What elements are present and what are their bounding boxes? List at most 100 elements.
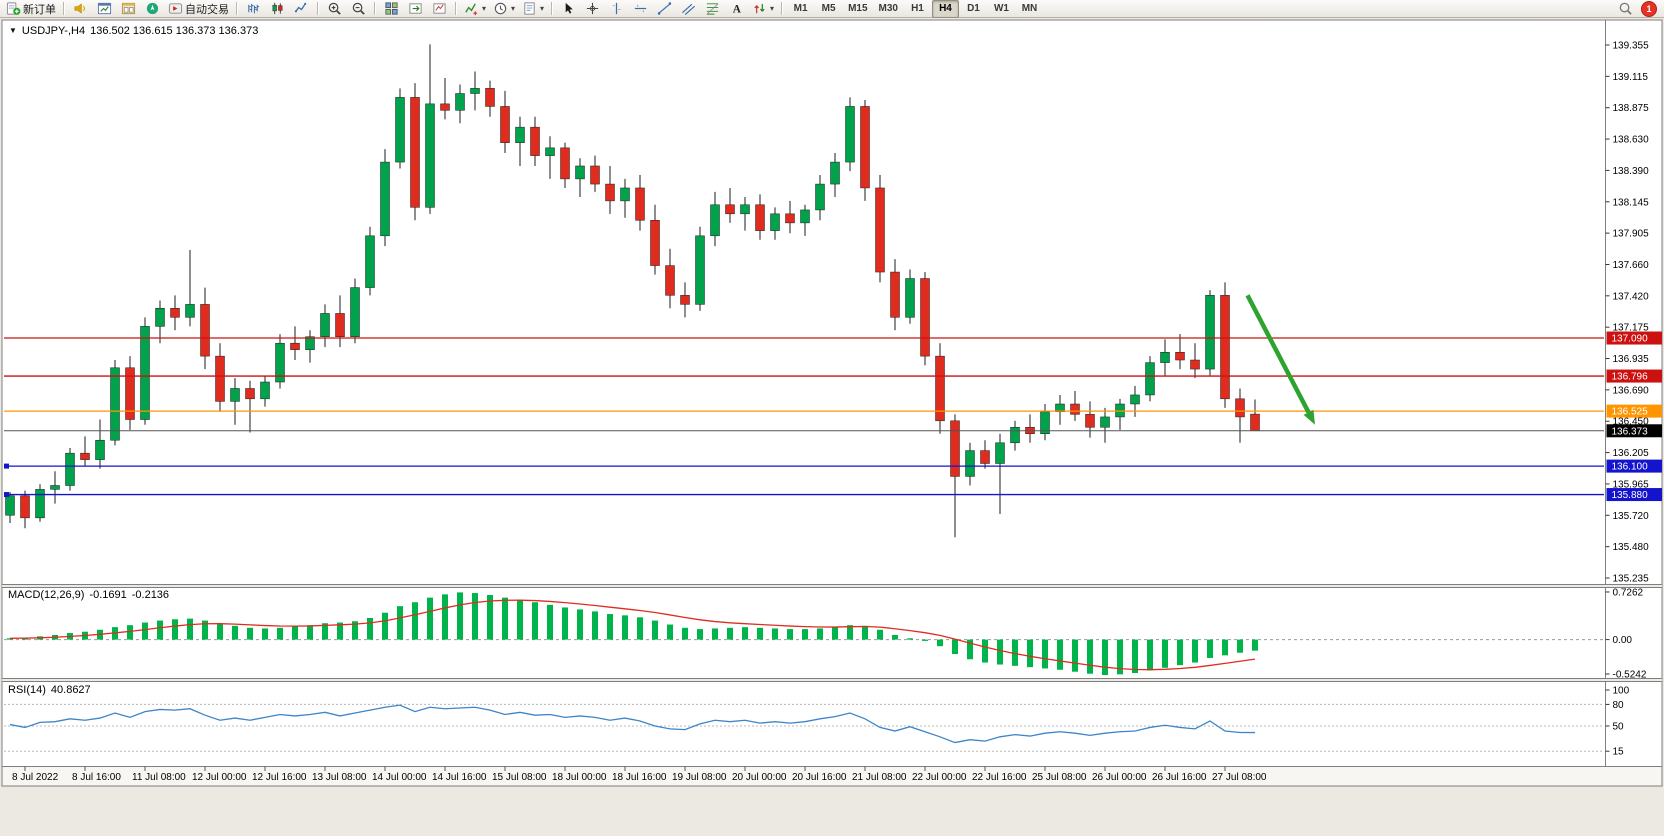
navigator-button[interactable] — [141, 0, 164, 18]
auto-scroll-button[interactable] — [428, 0, 451, 18]
rsi-tick-label: 50 — [1613, 722, 1625, 733]
candle — [305, 336, 315, 350]
macd-histogram-bar — [967, 639, 973, 660]
macd-histogram-bar — [517, 599, 523, 640]
arrows-button[interactable]: ▾ — [749, 0, 777, 18]
macd-histogram-bar — [217, 623, 223, 640]
time-label: 18 Jul 16:00 — [612, 772, 667, 783]
time-label: 20 Jul 16:00 — [792, 772, 847, 783]
candle — [1175, 352, 1185, 361]
zoom-in-button[interactable] — [323, 0, 346, 18]
line-handle[interactable] — [4, 463, 9, 469]
price-tag: 136.525 — [1606, 404, 1662, 418]
tile-windows-button[interactable] — [380, 0, 403, 18]
candle — [215, 355, 225, 402]
arrows-icon — [752, 1, 767, 16]
chart-shift-button[interactable] — [404, 0, 427, 18]
timeframe-mn-button[interactable]: MN — [1016, 0, 1043, 18]
alerts-button[interactable] — [69, 0, 92, 18]
timeframe-m5-button[interactable]: M5 — [815, 0, 842, 18]
cursor-button[interactable] — [557, 0, 580, 18]
chart-window-button[interactable] — [93, 0, 116, 18]
macd-histogram-bar — [907, 638, 913, 640]
candle — [515, 126, 525, 143]
candle — [1010, 427, 1020, 444]
timeframe-w1-button-label: W1 — [993, 3, 1009, 14]
candle — [995, 442, 1005, 464]
candle-chart-button[interactable] — [266, 0, 289, 18]
timeframe-w1-button[interactable]: W1 — [988, 0, 1015, 18]
fibonacci-button[interactable] — [701, 0, 724, 18]
candle — [155, 308, 165, 327]
timeframe-m15-button[interactable]: M15 — [843, 0, 872, 18]
candlestick-series[interactable] — [5, 44, 1260, 538]
profiles-button[interactable] — [117, 0, 140, 18]
indicators-button[interactable]: ▾ — [461, 0, 489, 18]
candle — [5, 495, 15, 516]
bar-chart-button[interactable] — [242, 0, 265, 18]
price-tick-label: 135.720 — [1613, 511, 1650, 522]
navigator-icon — [145, 1, 160, 16]
time-scale[interactable] — [2, 766, 1662, 786]
time-label: 26 Jul 00:00 — [1092, 772, 1147, 783]
crosshair-button[interactable] — [581, 0, 604, 18]
macd-histogram-bar — [397, 606, 403, 640]
templates-button[interactable]: ▾ — [519, 0, 547, 18]
macd-histogram-bar — [1087, 639, 1093, 674]
new-order-button[interactable]: 新订单 — [3, 0, 59, 18]
toolbar-separator — [781, 2, 784, 15]
time-label: 14 Jul 16:00 — [432, 772, 487, 783]
zoom-out-button[interactable] — [347, 0, 370, 18]
timeframe-h4-button[interactable]: H4 — [931, 0, 959, 18]
candle — [185, 304, 195, 318]
line-handle[interactable] — [4, 492, 9, 498]
timeframe-d1-button[interactable]: D1 — [960, 0, 987, 18]
line-chart-button[interactable] — [290, 0, 313, 18]
candle — [170, 308, 180, 318]
text-button[interactable]: A — [725, 0, 748, 18]
candle — [980, 450, 990, 464]
macd-histogram-bar — [922, 639, 928, 641]
price-tick-label: 139.355 — [1613, 41, 1650, 52]
macd-histogram-bar — [1147, 639, 1153, 671]
candle — [230, 388, 240, 402]
trendline-button[interactable] — [653, 0, 676, 18]
macd-value-signal: -0.2136 — [131, 589, 170, 601]
macd-histogram-bar — [952, 639, 958, 655]
trend-arrow[interactable] — [1245, 294, 1316, 425]
timeframe-h1-button[interactable]: H1 — [904, 0, 931, 18]
time-label: 14 Jul 00:00 — [372, 772, 427, 783]
candle — [140, 326, 150, 420]
time-label: 22 Jul 16:00 — [972, 772, 1027, 783]
notification-badge[interactable]: 1 — [1641, 0, 1657, 17]
toolbar-separator — [551, 2, 554, 15]
timeframe-h4-button-label: H4 — [939, 3, 952, 14]
autotrading-button[interactable]: 自动交易 — [165, 0, 232, 18]
time-label: 12 Jul 00:00 — [192, 772, 247, 783]
macd-histogram-bar — [457, 592, 463, 640]
price-tick-label: 138.875 — [1613, 103, 1650, 114]
timeframe-m1-button[interactable]: M1 — [787, 0, 814, 18]
macd-histogram-bar — [142, 622, 148, 640]
periods-button[interactable]: ▾ — [490, 0, 518, 18]
candle — [290, 342, 300, 350]
macd-histogram-bar — [712, 628, 718, 640]
timeframe-m30-button[interactable]: M30 — [874, 0, 903, 18]
price-scale[interactable]: 139.355 139.115 138.875 138.630 138.390 138.1… — [1605, 41, 1650, 585]
macd-histogram-bar — [1042, 639, 1048, 669]
price-tick-label: 136.205 — [1613, 448, 1650, 459]
pane-splitter[interactable] — [2, 584, 1662, 588]
channel-button[interactable] — [677, 0, 700, 18]
candle — [740, 204, 750, 215]
chart-canvas[interactable]: 139.355 139.115 138.875 138.630 138.390 138.1… — [0, 18, 1664, 836]
macd-histogram-bar — [1177, 639, 1183, 666]
horizontal-line-button[interactable] — [629, 0, 652, 18]
candle — [710, 204, 720, 237]
chart-collapse-icon[interactable]: ▼ — [9, 26, 17, 35]
new-order-icon — [6, 1, 21, 16]
vertical-line-button[interactable] — [605, 0, 628, 18]
macd-histogram-bar — [322, 623, 328, 640]
pane-splitter[interactable] — [2, 678, 1662, 682]
macd-histogram-bar — [652, 620, 658, 640]
search-button[interactable] — [1614, 0, 1637, 18]
